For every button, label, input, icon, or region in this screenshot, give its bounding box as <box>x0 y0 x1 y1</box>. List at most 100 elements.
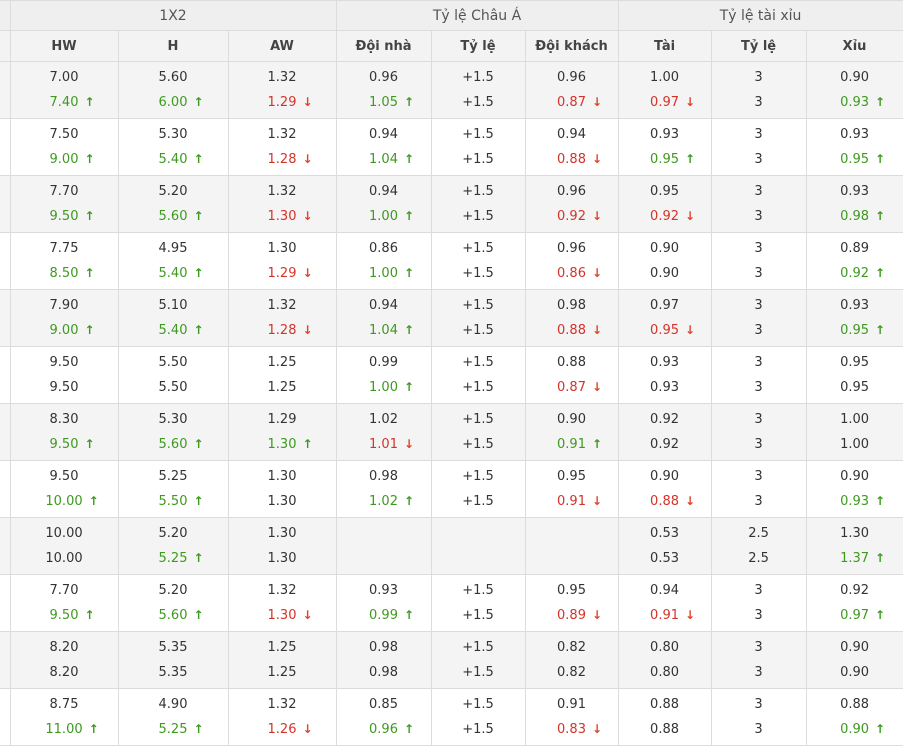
odds-cell-under: 0.88 0.90 ↑ <box>805 688 903 746</box>
arrow-up-icon: ↑ <box>685 152 696 166</box>
odds-cell-away-team: 0.96 0.87 ↓ <box>524 61 619 119</box>
odds-cell-under: 0.93 0.95 ↑ <box>805 289 903 347</box>
opening-odds-value: 0.90 <box>650 469 679 484</box>
opening-odds-value: 0.88 <box>557 355 586 370</box>
current-odds-value: 9.00 <box>49 323 79 338</box>
current-odds-value: 0.97 <box>840 608 870 623</box>
arrow-down-icon: ↓ <box>302 95 313 109</box>
current-odds-value: +1.5 <box>462 608 494 623</box>
table-row: 8.20 8.20 5.35 5.35 1.25 1.25 0.98 0.98 +1.5 +1.5… <box>0 631 903 689</box>
current-odds-value: 1.00 <box>369 266 398 281</box>
opening-odds-value: 0.91 <box>557 697 586 712</box>
odds-cell-under: 0.90 0.93 ↑ <box>805 460 903 518</box>
odds-cell-handicap-line: +1.5 +1.5 <box>430 574 526 632</box>
opening-odds-value: 0.96 <box>557 241 586 256</box>
opening-odds-value: 1.02 <box>369 412 398 427</box>
odds-cell-away-team: 0.88 0.87 ↓ <box>524 346 619 404</box>
table-row: 8.75 11.00 ↑ 4.90 5.25 ↑ 1.32 1.26 ↓ 0.85 0.96 ↑ +1.… <box>0 688 903 746</box>
current-odds-value: 3 <box>754 380 763 395</box>
opening-odds-value: 0.98 <box>557 298 586 313</box>
current-odds-value: 0.82 <box>557 665 586 680</box>
odds-cell-away-team <box>524 517 619 575</box>
opening-odds-value: 9.50 <box>49 469 79 484</box>
current-odds-value: 1.37 <box>840 551 870 566</box>
odds-cell-away-team: 0.98 0.88 ↓ <box>524 289 619 347</box>
current-odds-value: 3 <box>754 437 763 452</box>
current-odds-value: 0.95 <box>840 152 870 167</box>
current-odds-value: 5.50 <box>158 494 188 509</box>
arrow-up-icon: ↑ <box>88 494 99 508</box>
odds-cell-hw: 10.00 10.00 <box>9 517 119 575</box>
arrow-down-icon: ↓ <box>591 95 603 109</box>
opening-odds-value: 5.60 <box>158 70 188 85</box>
current-odds-value: 0.92 <box>650 209 679 224</box>
row-spacer <box>0 631 11 689</box>
odds-cell-h: 4.90 5.25 ↑ <box>117 688 229 746</box>
row-spacer <box>0 118 11 176</box>
current-odds-value: 5.40 <box>158 323 188 338</box>
current-odds-value: 1.25 <box>267 380 297 395</box>
arrow-down-icon: ↓ <box>591 266 603 280</box>
opening-odds-value: 5.30 <box>158 127 188 142</box>
current-odds-value: 0.93 <box>840 95 870 110</box>
arrow-down-icon: ↓ <box>591 608 603 622</box>
arrow-up-icon: ↑ <box>875 494 886 508</box>
current-odds-value: 9.50 <box>49 608 79 623</box>
opening-odds-value: 0.85 <box>369 697 398 712</box>
current-odds-value: 0.96 <box>369 722 398 737</box>
opening-odds-value: 5.20 <box>158 583 188 598</box>
opening-odds-value: +1.5 <box>462 241 494 256</box>
table-row: 7.70 9.50 ↑ 5.20 5.60 ↑ 1.32 1.30 ↓ 0.94 1.00 ↑ +1.5… <box>0 175 903 233</box>
arrow-down-icon: ↓ <box>302 722 313 736</box>
arrow-up-icon: ↑ <box>193 323 204 337</box>
opening-odds-value: +1.5 <box>462 583 494 598</box>
table-row: 8.30 9.50 ↑ 5.30 5.60 ↑ 1.29 1.30 ↑ 1.02 1.01 ↓ +1.5… <box>0 403 903 461</box>
odds-cell-hw: 7.70 9.50 ↑ <box>9 175 119 233</box>
table-header: 1X2 Tỷ lệ Châu Á Tỷ lệ tài xỉu HW H AW Đ… <box>0 0 903 62</box>
opening-odds-value: 7.50 <box>49 127 79 142</box>
current-odds-value: 1.05 <box>369 95 398 110</box>
opening-odds-value: 7.75 <box>49 241 79 256</box>
opening-odds-value: +1.5 <box>462 298 494 313</box>
odds-cell-under: 0.90 0.90 <box>805 631 903 689</box>
current-odds-value: 0.93 <box>650 380 679 395</box>
opening-odds-value: 1.32 <box>267 127 297 142</box>
opening-odds-value: 3 <box>754 298 763 313</box>
opening-odds-value: 1.30 <box>267 469 297 484</box>
current-odds-value: 5.40 <box>158 266 188 281</box>
opening-odds-value: 0.90 <box>557 412 586 427</box>
arrow-down-icon: ↓ <box>302 152 313 166</box>
odds-cell-handicap-line <box>430 517 526 575</box>
opening-odds-value: 0.86 <box>369 241 398 256</box>
odds-cell-under: 0.93 0.98 ↑ <box>805 175 903 233</box>
odds-cell-away-team: 0.96 0.86 ↓ <box>524 232 619 290</box>
opening-odds-value: 1.30 <box>267 241 297 256</box>
arrow-up-icon: ↑ <box>875 608 886 622</box>
arrow-up-icon: ↑ <box>403 722 415 736</box>
arrow-down-icon: ↓ <box>302 209 313 223</box>
odds-cell-over: 0.92 0.92 <box>617 403 712 461</box>
opening-odds-value: 0.90 <box>840 469 870 484</box>
odds-cell-handicap-line: +1.5 +1.5 <box>430 289 526 347</box>
current-odds-value: 5.60 <box>158 209 188 224</box>
opening-odds-value: 1.30 <box>840 526 870 541</box>
odds-cell-aw: 1.32 1.30 ↓ <box>227 175 337 233</box>
odds-cell-aw: 1.32 1.29 ↓ <box>227 61 337 119</box>
opening-odds-value: 7.90 <box>49 298 79 313</box>
odds-cell-aw: 1.30 1.29 ↓ <box>227 232 337 290</box>
arrow-up-icon: ↑ <box>875 323 886 337</box>
current-odds-value: 1.00 <box>369 380 398 395</box>
arrow-down-icon: ↓ <box>685 95 696 109</box>
col-header-under: Xỉu <box>805 30 903 62</box>
odds-cell-over: 0.90 0.88 ↓ <box>617 460 712 518</box>
col-header-h: H <box>117 30 229 62</box>
opening-odds-value: 9.50 <box>49 355 79 370</box>
arrow-up-icon: ↑ <box>591 437 603 451</box>
